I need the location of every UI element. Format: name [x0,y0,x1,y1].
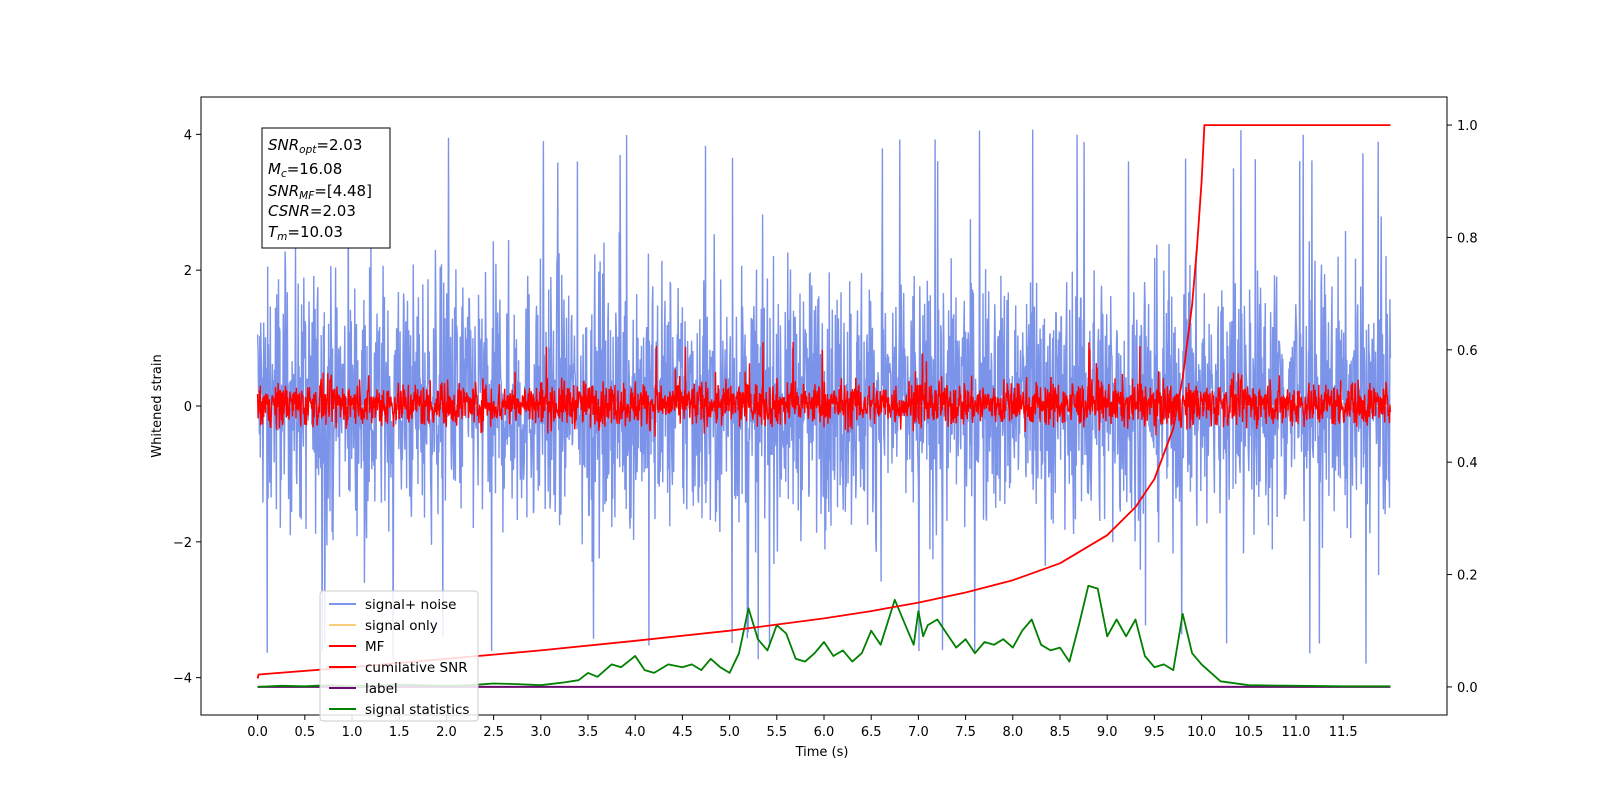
x-tick-label: 11.5 [1329,725,1358,740]
x-axis-ticks: 0.0 0.5 1.0 1.5 2.0 2.5 3.0 3.5 4.0 4.5 5.0 5.5 6.0 6… [247,715,1358,740]
legend-label-label: label [365,681,398,697]
y-axis-ticks: 4 2 0 −2 −4 [173,128,201,687]
y2-tick-label: 0.8 [1457,231,1478,246]
x-tick-label: 3.0 [530,725,551,740]
y2-tick-label: 1.0 [1457,119,1478,134]
x-tick-label: 2.0 [436,725,457,740]
y-tick-label: 0 [184,400,192,415]
x-tick-label: 7.0 [908,725,929,740]
annotation-box: SNRopt=2.03 Mc=16.08 SNRMF=[4.48] CSNR=2… [261,127,391,249]
snr-opt-text: SNRopt=2.03 [268,136,362,156]
legend-label-cumulative-snr: cumilative SNR [365,660,468,676]
y-tick-label: −2 [173,536,192,551]
x-tick-label: 5.0 [719,725,740,740]
series-signal-statistics [257,584,1391,688]
x-axis-label: Time (s) [795,745,849,760]
legend-label-mf: MF [365,639,384,655]
x-tick-label: 0.0 [247,725,268,740]
y-axis-label: Whitened strain [150,354,165,457]
x-tick-label: 9.5 [1144,725,1165,740]
series-cumulative-snr [256,124,1391,679]
mc-text: Mc=16.08 [268,160,342,180]
x-tick-label: 4.0 [625,725,646,740]
x-tick-label: 6.0 [814,725,835,740]
y-tick-label: −4 [173,672,192,687]
noise-traces [256,129,1392,664]
y2-axis-ticks: 1.0 0.8 0.6 0.4 0.2 0.0 [1447,119,1478,696]
y-tick-label: 4 [184,128,192,143]
tm-text: Tm=10.03 [268,223,343,243]
y2-tick-label: 0.2 [1457,569,1478,584]
series-mf [256,341,1392,437]
legend: signal+ noise signal only MF cumilative … [319,590,479,722]
x-tick-label: 4.5 [672,725,693,740]
snr-mf-text: SNRMF=[4.48] [268,182,372,202]
x-tick-label: 9.0 [1097,725,1118,740]
x-tick-label: 8.5 [1050,725,1071,740]
x-tick-label: 10.0 [1187,725,1216,740]
csnr-text: CSNR=2.03 [268,202,356,220]
x-tick-label: 5.5 [766,725,787,740]
x-tick-label: 3.5 [578,725,599,740]
x-tick-label: 2.5 [483,725,504,740]
x-tick-label: 6.5 [861,725,882,740]
x-tick-label: 0.5 [294,725,315,740]
legend-label-signal-noise: signal+ noise [365,597,456,613]
x-tick-label: 7.5 [955,725,976,740]
y2-tick-label: 0.0 [1457,681,1478,696]
x-tick-label: 10.5 [1234,725,1263,740]
y2-tick-label: 0.4 [1457,456,1478,471]
x-tick-label: 8.0 [1002,725,1023,740]
x-tick-label: 1.5 [389,725,410,740]
y2-tick-label: 0.6 [1457,344,1478,359]
y-tick-label: 2 [184,264,192,279]
legend-label-signal-only: signal only [365,618,438,634]
x-tick-label: 11.0 [1281,725,1310,740]
x-tick-label: 1.0 [342,725,363,740]
legend-label-signal-statistics: signal statistics [365,702,469,718]
